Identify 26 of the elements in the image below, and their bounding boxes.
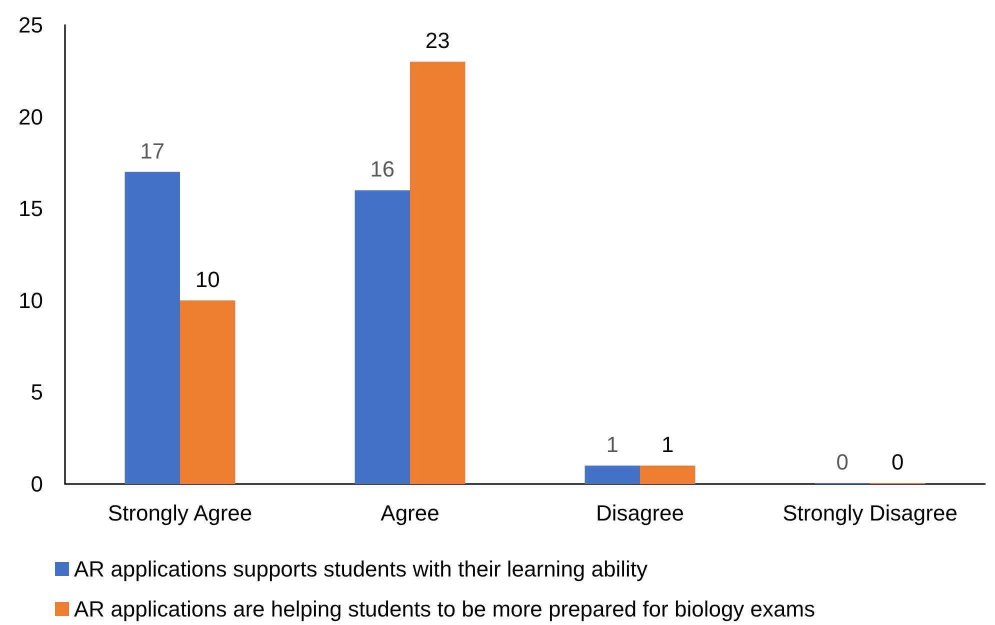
x-tick-label: Strongly Agree <box>108 500 252 526</box>
bar <box>354 190 410 484</box>
bar <box>640 466 696 484</box>
x-tick-label: Strongly Disagree <box>782 500 958 526</box>
bar <box>124 172 180 484</box>
bar <box>180 300 236 484</box>
data-label: 17 <box>140 138 165 164</box>
data-label: 23 <box>425 28 450 54</box>
data-label: 10 <box>195 266 220 292</box>
y-tick-label: 10 <box>18 288 43 313</box>
bar <box>410 62 466 484</box>
data-label: 16 <box>370 156 395 182</box>
legend-label: AR applications are helping students to be more prepared for biology exams <box>74 596 816 622</box>
y-tick-label: 5 <box>30 380 43 405</box>
data-label: 0 <box>836 450 849 474</box>
y-tick-label: 15 <box>18 196 43 222</box>
data-label: 0 <box>891 450 904 474</box>
y-tick-label: 25 <box>18 12 43 38</box>
legend-label: AR applications supports students with their learning ability <box>74 556 648 582</box>
x-tick-label: Disagree <box>596 500 684 526</box>
data-label: 1 <box>606 432 619 458</box>
x-tick-label: Agree <box>380 500 440 526</box>
y-tick-label: 0 <box>30 472 43 496</box>
bar <box>584 466 640 484</box>
data-label: 1 <box>661 432 674 458</box>
y-tick-label: 20 <box>18 104 43 130</box>
